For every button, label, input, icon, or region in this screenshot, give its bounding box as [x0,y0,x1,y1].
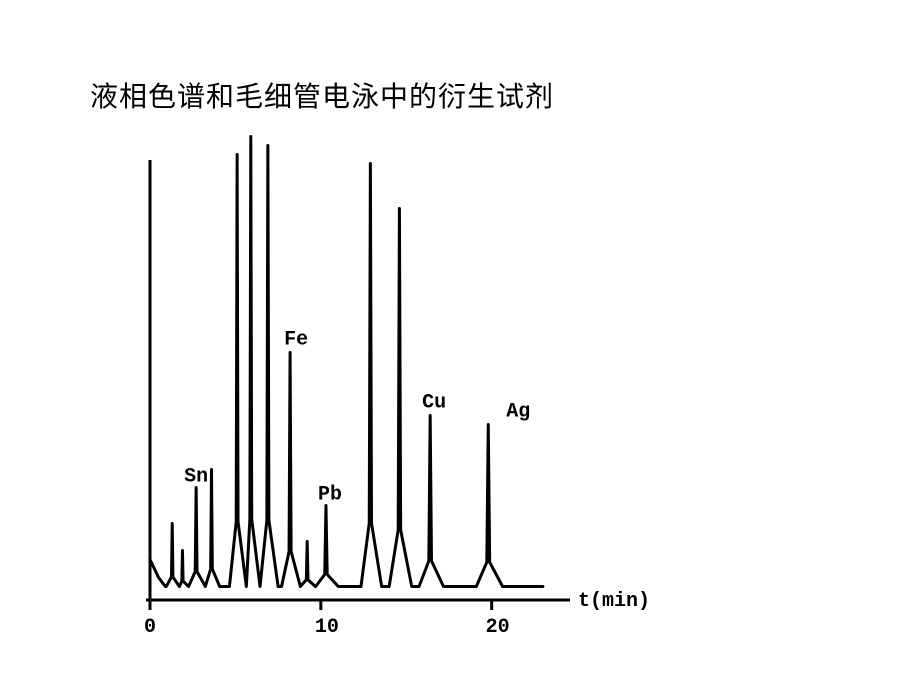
peak-label-cu: Cu [422,392,446,415]
peak-label-ag: Ag [506,401,530,424]
x-axis-label: t(min) [578,590,650,613]
slide: 液相色谱和毛细管电泳中的衍生试剂 01020t(min)SnMgCdZnFePb… [0,0,920,690]
x-tick-label: 0 [144,616,156,639]
x-tick-label: 20 [486,616,510,639]
x-tick-label: 10 [315,616,339,639]
page-title: 液相色谱和毛细管电泳中的衍生试剂 [90,75,554,115]
peak-label-fe: Fe [284,329,308,352]
chromatogram-chart: 01020t(min)SnMgCdZnFePbm-BrTPPNiCuAg [130,130,690,640]
peak-label-pb: Pb [318,484,342,507]
chromatogram-trace [150,137,543,587]
chromatogram-svg: 01020t(min)SnMgCdZnFePbm-BrTPPNiCuAg [130,130,690,640]
peak-label-sn: Sn [184,466,208,489]
